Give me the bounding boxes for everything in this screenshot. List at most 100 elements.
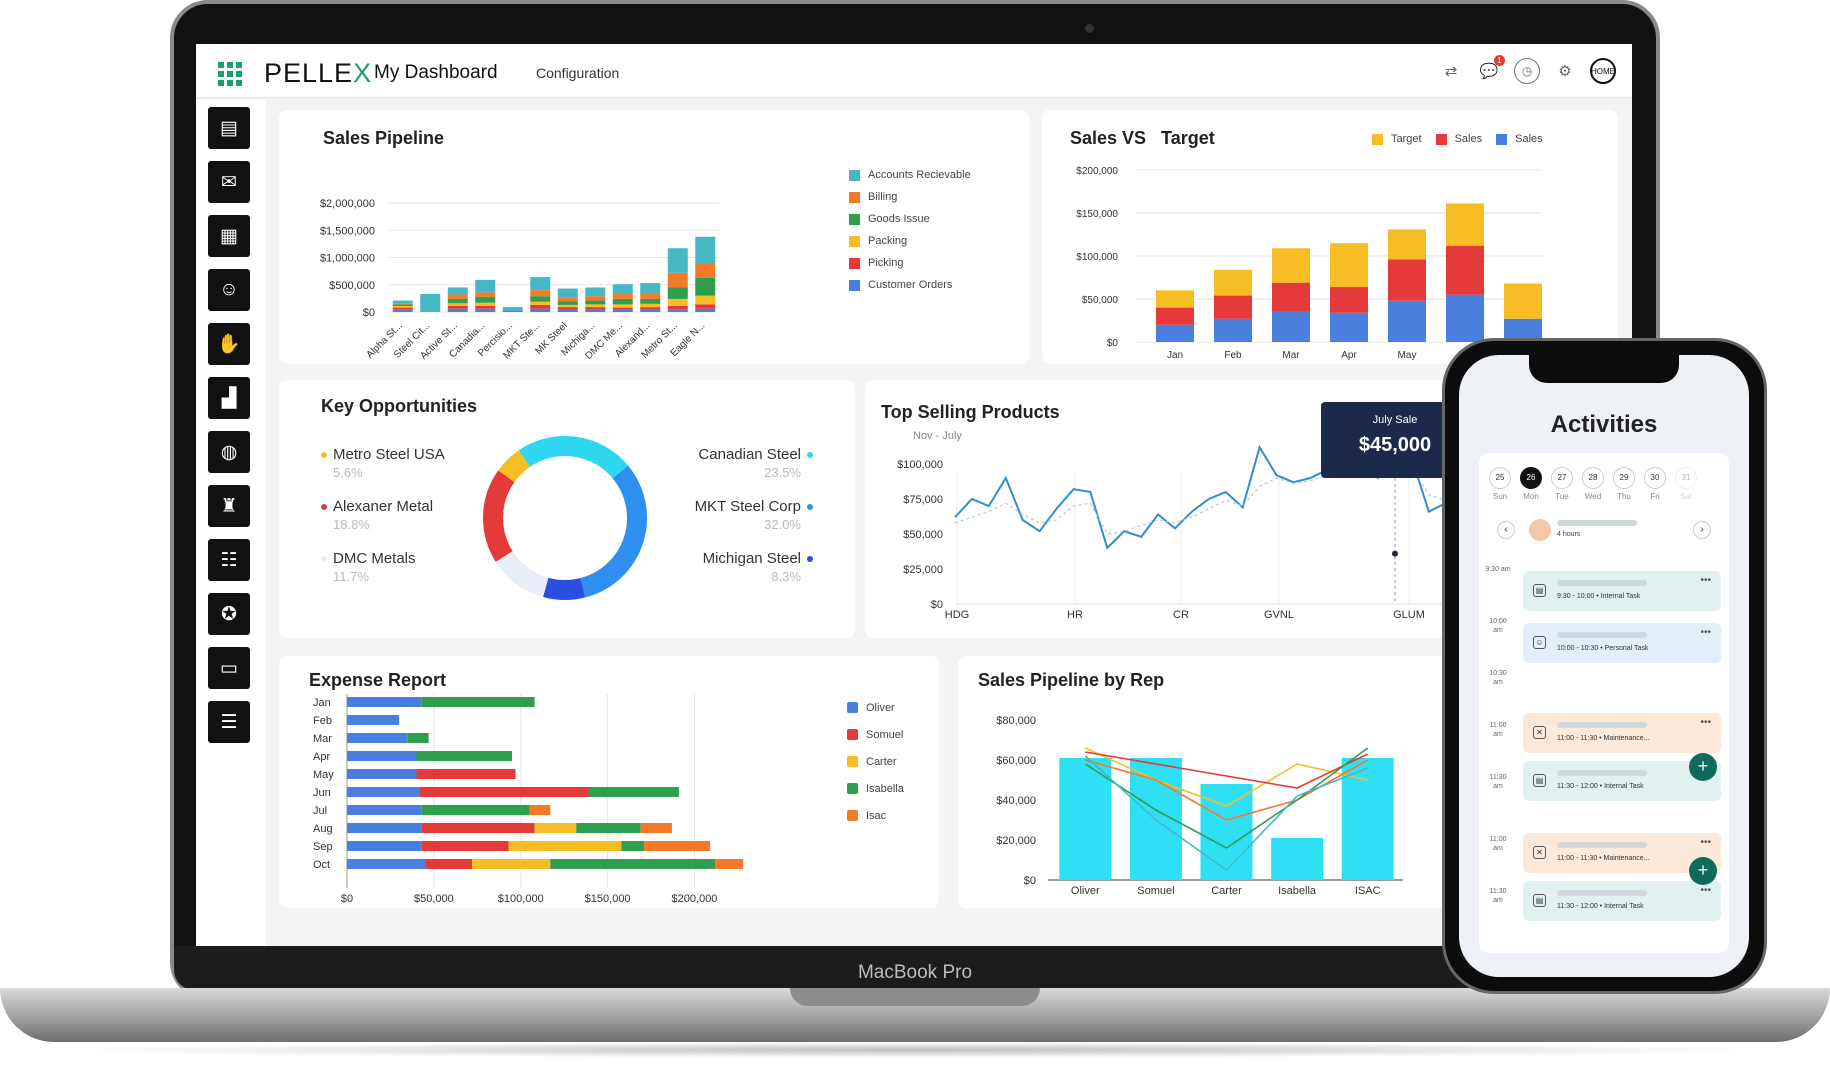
er-xtick: $100,000 [498,893,544,905]
person-name-blurred [1557,520,1637,526]
day-mon[interactable]: 26 Mon [1520,467,1542,501]
er-ytick: Jun [313,787,331,799]
handshake-icon: ✋ [217,334,241,355]
list-icon: ☰ [220,711,238,733]
activity-event[interactable]: ✕ 11:00 - 11:30 • Maintenance... ••• [1523,713,1721,753]
sp-bar-segment [612,284,633,295]
er-legend-item: Isabella [847,775,904,802]
er-bar-segment [347,859,426,869]
er-xtick: $0 [341,893,353,905]
presenter-nav-button[interactable]: ♜ [208,485,250,527]
card-nav-button[interactable]: ▭ [208,647,250,689]
er-bar-segment [347,769,417,779]
svt-legend-item: Sales [1496,128,1543,150]
more-icon[interactable]: ••• [1700,627,1711,638]
day-sun[interactable]: 25 Sun [1489,467,1511,501]
calendar-nav-button[interactable]: ▦ [208,215,250,257]
day-number: 27 [1551,467,1573,489]
sp-bar-segment [447,298,468,304]
timeline-time: 10:00 am [1489,618,1507,634]
more-icon[interactable]: ••• [1700,717,1711,728]
expense-report-title: Expense Report [309,670,447,690]
er-legend-swatch [847,810,858,821]
svt-bar-segment [1388,229,1426,260]
day-fri[interactable]: 30 Fri [1644,467,1666,501]
opportunity-item: Canadian Steel 23.5% [698,446,813,480]
globe-nav-button[interactable]: ◍ [208,431,250,473]
svt-ytick: $100,000 [1076,252,1118,263]
more-icon[interactable]: ••• [1700,837,1711,848]
day-tue[interactable]: 27 Tue [1551,467,1573,501]
sp-bar-segment [695,304,716,309]
svt-ytick: $0 [1107,338,1119,349]
sales-vs-target-chart: $0 $50,000 $100,000 $150,000 $200,000 Jan Feb M… [1076,166,1542,361]
sales_pipeline-legend-label: Picking [868,257,904,269]
team-nav-button[interactable]: ☷ [208,539,250,581]
pr-xtick: Oliver [1071,885,1100,897]
sales_pipeline-legend-item: Packing [849,230,971,252]
day-wed[interactable]: 28 Wed [1582,467,1604,501]
er-bar-segment [347,715,400,725]
svt-bar-segment [1214,295,1252,319]
sp-bar-segment [585,307,606,310]
svt-bar-segment [1156,290,1194,308]
top-selling-title: Top Selling Products [881,402,1060,422]
svt-legend-swatch [1372,133,1383,145]
clock-icon[interactable]: ◷ [1514,58,1540,84]
translate-icon[interactable]: ⇄ [1444,63,1458,80]
handshake-nav-button[interactable]: ✋ [208,323,250,365]
prev-person-icon[interactable]: ‹ [1497,521,1515,539]
add-activity-button[interactable]: + [1689,753,1717,781]
settings-nav-button[interactable]: ✪ [208,593,250,635]
phone-notch [1529,355,1679,383]
event-title-blurred [1557,890,1647,896]
activity-event[interactable]: ▤11:30 - 12:00 • Internal Task••• [1523,761,1721,801]
day-thu[interactable]: 29 Thu [1613,467,1635,501]
sp-bar-segment [667,309,688,312]
sp-bar-segment [557,307,578,310]
add-activity-button[interactable]: + [1689,857,1717,885]
svt-bar-segment [1156,307,1194,325]
er-bar-segment [416,769,516,779]
news-nav-button[interactable]: ▤ [208,107,250,149]
avatar[interactable]: HOME [1590,58,1616,84]
gear-icon[interactable]: ⚙ [1558,63,1572,80]
pr-ytick: $80,000 [996,715,1036,727]
chat-nav-button[interactable]: ✉ [208,161,250,203]
next-person-icon[interactable]: › [1693,521,1711,539]
er-ytick: Jan [313,697,331,709]
sp-bar-segment [667,298,688,307]
sp-bar-segment [502,307,523,311]
app-grid-icon[interactable] [218,62,242,86]
growth-chart-nav-button[interactable]: ▟ [208,377,250,419]
contacts-nav-button[interactable]: ☺ [208,269,250,311]
activity-event[interactable]: ▤11:30 - 12:00 • Internal Task••• [1523,881,1721,921]
pr-line [1084,747,1369,849]
activity-event[interactable]: ✕ 11:00 - 11:30 • Maintenance... ••• [1523,833,1721,873]
er-legend-swatch [847,702,858,713]
er-legend-item: Oliver [847,694,904,721]
donut-slice [495,550,549,598]
sp-bar-segment [612,307,633,310]
sales_pipeline-legend-label: Billing [868,191,898,203]
more-icon[interactable]: ••• [1700,885,1711,896]
pr-xtick: ISAC [1355,885,1381,897]
day-sat[interactable]: 31 Sat [1675,467,1697,501]
list-nav-button[interactable]: ☰ [208,701,250,743]
nav-configuration[interactable]: Configuration [536,65,620,81]
device-label: MacBook Pro [857,962,973,983]
logo[interactable]: PELLEX [264,58,372,89]
notification-icon[interactable]: 💬 1 [1476,55,1505,84]
opportunity-pct: 5.6% [333,465,363,480]
sales_pipeline-legend-item: Picking [849,252,971,274]
globe-icon: ◍ [220,441,238,463]
pr-line [1084,755,1368,872]
pr-ytick: $0 [1024,875,1036,887]
more-icon[interactable]: ••• [1700,575,1711,586]
er-legend-item: Somuel [847,721,904,748]
pr-xtick: Somuel [1137,885,1174,897]
activity-event[interactable]: ☺ 10:00 - 10:30 • Personal Task ••• [1523,623,1721,663]
activity-event[interactable]: ▤ 9:30 - 10:00 • Internal Task ••• [1523,571,1721,611]
day-number: 31 [1675,467,1697,489]
